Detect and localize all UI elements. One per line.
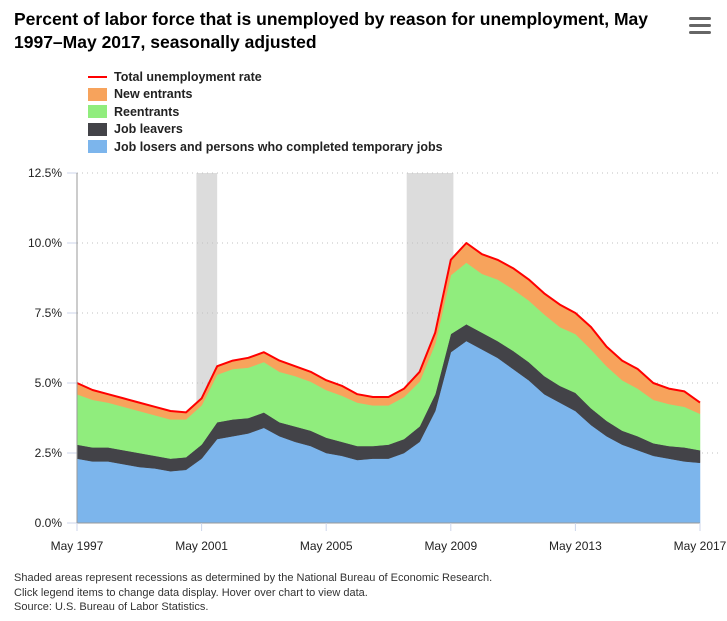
legend-swatch-icon [88, 105, 107, 119]
x-tick-label: May 1997 [51, 539, 104, 553]
y-tick-label: 10.0% [28, 236, 62, 250]
y-tick-label: 0.0% [35, 516, 63, 530]
hamburger-menu-icon[interactable] [689, 17, 711, 35]
legend-item-reentrants[interactable]: Reentrants [88, 103, 443, 121]
y-tick-label: 7.5% [35, 306, 63, 320]
legend-label: Total unemployment rate [114, 69, 262, 84]
footnote-instructions: Click legend items to change data displa… [14, 586, 368, 599]
legend-line-icon [88, 75, 107, 78]
x-tick-label: May 2005 [300, 539, 353, 553]
y-tick-label: 2.5% [35, 446, 63, 460]
x-tick-label: May 2013 [549, 539, 602, 553]
legend-item-job-leavers[interactable]: Job leavers [88, 121, 443, 139]
legend-swatch-icon [88, 140, 107, 154]
y-tick-label: 12.5% [28, 166, 62, 180]
chart-plot[interactable]: 0.0% 2.5% 5.0% 7.5% 10.0% 12.5% May 1997 May 20… [0, 160, 727, 560]
legend-label: Job leavers [114, 122, 183, 137]
x-tick-label: May 2017 [674, 539, 727, 553]
footnote-source: Source: U.S. Bureau of Labor Statistics. [14, 601, 209, 613]
footnotes: Shaded areas represent recessions as det… [14, 571, 492, 615]
legend: Total unemployment rate New entrants Ree… [88, 68, 443, 156]
x-tick-label: May 2009 [424, 539, 477, 553]
legend-label: Job losers and persons who completed tem… [114, 139, 443, 154]
legend-label: Reentrants [114, 104, 180, 119]
legend-item-new-entrants[interactable]: New entrants [88, 86, 443, 104]
legend-label: New entrants [114, 87, 193, 102]
y-tick-label: 5.0% [35, 376, 63, 390]
x-tick-label: May 2001 [175, 539, 228, 553]
legend-swatch-icon [88, 122, 107, 136]
total-unemployment-line [76, 242, 701, 414]
legend-item-job-losers[interactable]: Job losers and persons who completed tem… [88, 138, 443, 156]
legend-item-total[interactable]: Total unemployment rate [88, 68, 443, 86]
chart-title: Percent of labor force that is unemploye… [14, 9, 649, 52]
legend-swatch-icon [88, 87, 107, 101]
footnote-recessions: Shaded areas represent recessions as det… [14, 572, 493, 584]
